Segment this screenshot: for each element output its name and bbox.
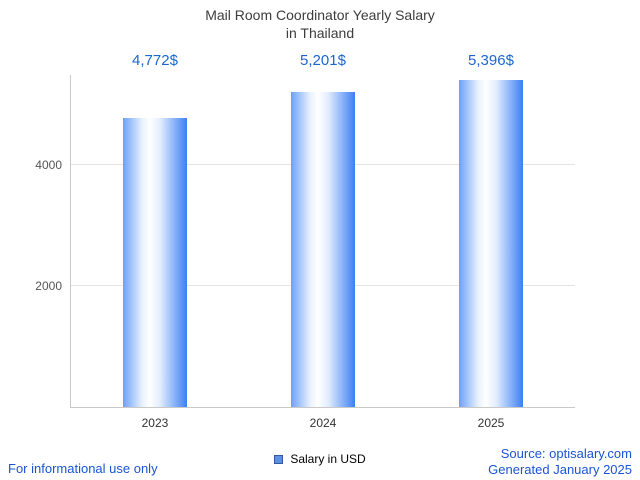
bar-2024[interactable] (291, 91, 355, 407)
bar-value-label: 5,201$ (300, 52, 346, 69)
generated-date: Generated January 2025 (488, 461, 632, 477)
legend-swatch-icon (274, 454, 284, 464)
plot-area: 2000 4000 4,772$ 2023 5,201$ 2024 5,396$ 2025 (35, 52, 575, 430)
source-info: Source: optisalary.com Generated January… (488, 446, 632, 479)
bar-value-label: 5,396$ (468, 52, 514, 69)
disclaimer-text: For informational use only (8, 461, 158, 476)
bar-value-label: 4,772$ (132, 52, 178, 69)
x-axis-tick-label: 2023 (141, 416, 169, 430)
legend: Salary in USD (0, 450, 640, 468)
y-axis-tick-label: 4000 (35, 157, 62, 172)
chart-title-line1: Mail Room Coordinator Yearly Salary (205, 7, 435, 23)
x-axis-tick-label: 2024 (309, 416, 337, 430)
x-axis-tick-label: 2025 (477, 416, 505, 430)
y-axis-tick-label: 2000 (35, 278, 62, 293)
chart-title-line2: in Thailand (285, 25, 355, 42)
source-link[interactable]: Source: optisalary.com (500, 445, 632, 461)
legend-label: Salary in USD (290, 452, 366, 466)
bar-2025[interactable] (459, 80, 523, 407)
bar-2023[interactable] (122, 117, 187, 407)
chart-title: Mail Room Coordinator Yearly Salary in T… (0, 6, 640, 42)
